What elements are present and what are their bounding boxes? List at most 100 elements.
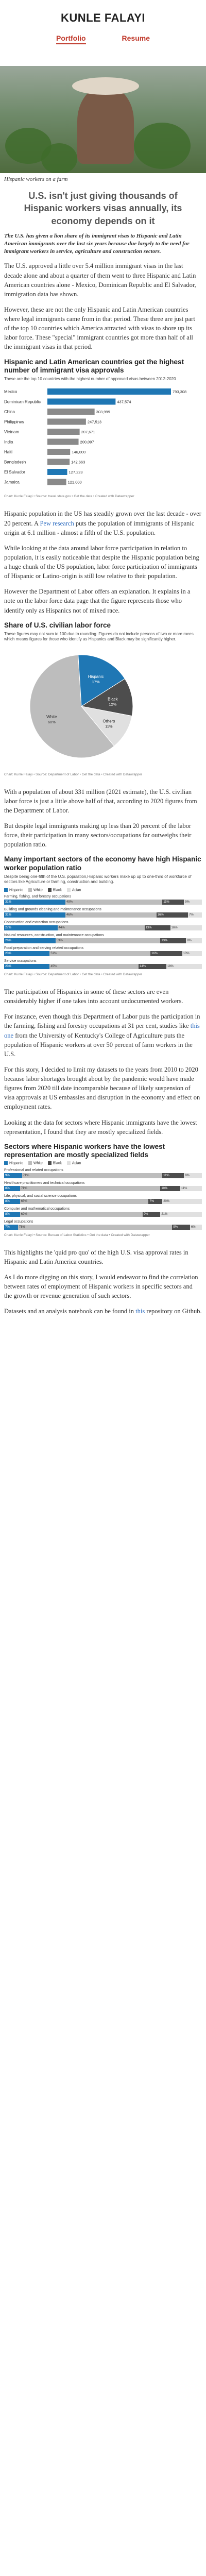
bar-segment-hispanic: 8% [4,1211,20,1217]
specialized-chart-legend: Hispanic White Black Asian [4,1161,202,1165]
visa-bar [47,469,67,476]
bar-segment-white: 62% [20,1211,143,1217]
bar-category-label: China [4,410,15,414]
paragraph-4: While looking at the data around labor f… [4,544,199,580]
visa-chart-subtitle: These are the top 10 countries with the … [4,376,176,381]
paragraph-5: However the Department of Labor offers a… [4,588,191,614]
article-headline: U.S. isn't just giving thousands of Hisp… [24,191,182,226]
bar-segment-black: 9% [142,1211,161,1217]
bar-value-label: 127,223 [68,470,82,474]
bar-value-label: 437,574 [117,400,131,404]
pew-research-link[interactable]: Pew research [40,519,74,527]
bar-segment-black: 11% [162,899,184,905]
stacked-bar-label: Professional and related occupations [4,1168,63,1172]
bar-category-label: Haiti [4,450,12,454]
bar-segment-black: 11% [162,1173,184,1178]
bar-segment-black: 16% [150,951,182,956]
stacked-bar-label: Construction and extraction occupations [4,920,68,924]
bar-category-label: Philippines [4,420,24,425]
visa-chart-source: Chart: Kunle Falayi • Source: travel.sta… [4,495,134,499]
bar-segment-white: 71% [20,1185,161,1191]
pie-value: 11% [105,724,113,728]
bar-segment-asian: 20% [162,1198,202,1204]
stacked-bar: 8% 62% 9% 21% [4,1211,202,1217]
stacked-bar: 23% 51% 16% 10% [4,951,202,956]
visa-bar [47,398,116,405]
paragraph-8: The participation of Hispanics in some o… [4,988,183,1005]
stacked-bar-label: Healthcare practitioners and technical o… [4,1181,85,1185]
sectors-chart-bars: Farming, fishing, and forestry occupatio… [0,895,206,969]
bar-segment-hispanic: 8% [4,1198,20,1204]
bar-segment-white: 53% [55,938,161,943]
sectors-chart: Many important sectors of the economy ha… [0,855,206,977]
bar-segment-hispanic: 7% [4,1224,18,1230]
specialized-chart-title: Sectors where Hispanic workers have the … [4,1142,165,1159]
visa-chart-svg: Mexico 793,308 Dominican Republic 437,574 Ch… [4,388,186,485]
paragraph-7: But despite legal immigrants making up l… [4,822,192,849]
bar-category-label: Dominican Republic [4,400,41,404]
nav-portfolio[interactable]: Portfolio [56,34,86,44]
bar-category-label: El Salvador [4,470,25,474]
stacked-bar: 27% 44% 13% 16% [4,925,202,930]
stacked-bar-label: Natural resources, construction, and mai… [4,933,104,937]
page: KUNLE FALAYI Portfolio Resume Hispanic w… [0,11,206,1315]
paragraph-3: Hispanic population in the US has steadi… [4,510,201,536]
pie-label: White [46,714,57,719]
visa-chart: Hispanic and Latin American countries ge… [0,358,206,499]
hero-caption: Hispanic workers on a farm [4,176,68,182]
github-repo-link[interactable]: this [135,1308,145,1315]
nav-resume[interactable]: Resume [122,34,150,42]
bar-segment-white: 49% [65,899,163,905]
paragraph-2: However, these are not the only Hispanic… [4,306,195,351]
sectors-chart-legend: Hispanic White Black Asian [4,888,202,892]
kentucky-study-link[interactable]: this one [4,1022,200,1039]
hero-image [0,66,206,173]
bar-segment-hispanic: 23% [4,963,50,969]
bar-segment-white: 78% [18,1224,173,1230]
pie-value: 12% [109,702,116,706]
stacked-bar: 26% 53% 13% 8% [4,938,202,943]
stacked-bar: 31% 46% 16% 7% [4,912,202,918]
bar-segment-black: 9% [172,1224,190,1230]
paragraph-1: The U.S. approved a little over 5.4 mill… [4,262,196,298]
labor-chart-subtitle: These figures may not sum to 100 due to … [4,631,194,642]
pie-slice-black [80,678,133,716]
bar-segment-white: 65% [20,1198,149,1204]
bar-segment-black: 7% [148,1198,163,1204]
stacked-bar-label: Farming, fishing, and forestry occupatio… [4,894,71,899]
visa-bar [47,409,95,415]
legend-item: Hispanic [4,888,23,892]
bar-segment-hispanic: 31% [4,899,66,905]
bar-segment-black: 10% [160,1185,180,1191]
bar-segment-asian: 7% [188,912,202,918]
pie-label: Others [102,719,115,723]
legend-item: Black [47,1161,62,1165]
site-nav: Portfolio Resume [0,34,206,44]
bar-segment-asian: 21% [160,1211,202,1217]
paragraph-9: For instance, even though this Departmen… [4,1013,200,1058]
stacked-bar-label: Life, physical, and social science occup… [4,1194,77,1198]
bar-value-label: 303,999 [96,410,110,414]
pie-slice-others [80,705,132,747]
legend-item: White [28,888,43,892]
paragraph-11: Looking at the data for sectors where Hi… [4,1118,197,1136]
bar-value-label: 793,308 [173,389,186,394]
visa-bar [47,449,71,455]
bar-segment-asian: 10% [182,951,202,956]
stacked-bar-label: Computer and mathematical occupations [4,1207,70,1211]
stacked-bar: 7% 78% 9% 6% [4,1224,202,1230]
visa-bar [47,479,66,485]
bar-segment-hispanic: 8% [4,1185,20,1191]
stacked-bar: 8% 71% 10% 11% [4,1185,202,1191]
pie-value: 60% [48,719,56,724]
bar-category-label: Bangladesh [4,460,26,465]
stacked-bar-label: Legal occupations [4,1219,33,1224]
legend-item: Asian [66,888,81,892]
site-title[interactable]: KUNLE FALAYI [60,11,146,24]
stacked-bar: 8% 65% 7% 20% [4,1198,202,1204]
bar-category-label: India [4,440,13,445]
bar-segment-black: 13% [144,925,170,930]
paragraph-12: This highlights the 'quid pro quo' of th… [4,1248,188,1265]
bar-segment-black: 16% [156,912,188,918]
bar-segment-asian: 11% [180,1185,202,1191]
